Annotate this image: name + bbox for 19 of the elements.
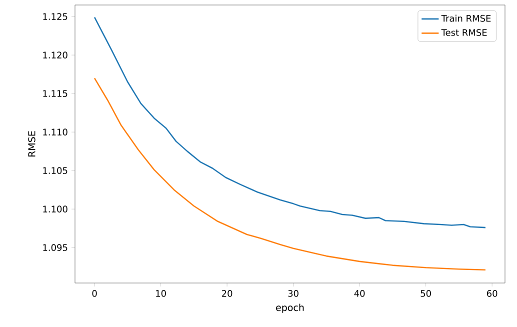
x-tick-label: 20 <box>222 290 232 297</box>
x-tick-label: 10 <box>156 290 166 297</box>
legend-label: Train RMSE <box>441 14 491 22</box>
x-tick-label: 60 <box>486 290 498 297</box>
y-tick-label: 1.100 <box>43 206 68 212</box>
line-series <box>94 78 486 271</box>
y-tick-label: 1.110 <box>43 128 68 136</box>
legend-label: Test RMSE <box>441 29 487 36</box>
y-axis-title: RMSE <box>28 131 36 156</box>
y-tick-label: 1.095 <box>43 244 68 251</box>
x-axis-title: epoch <box>276 304 304 313</box>
x-tick-label: 40 <box>354 290 365 297</box>
y-tick-label: 1.120 <box>43 52 68 58</box>
y-tick-label: 1.125 <box>43 13 68 20</box>
x-tick-label: 30 <box>288 290 298 297</box>
x-tick-label: 0 <box>92 290 97 297</box>
y-tick-label: 1.115 <box>43 90 68 97</box>
x-tick-label: 50 <box>420 290 431 297</box>
y-tick-label: 1.105 <box>43 167 68 174</box>
